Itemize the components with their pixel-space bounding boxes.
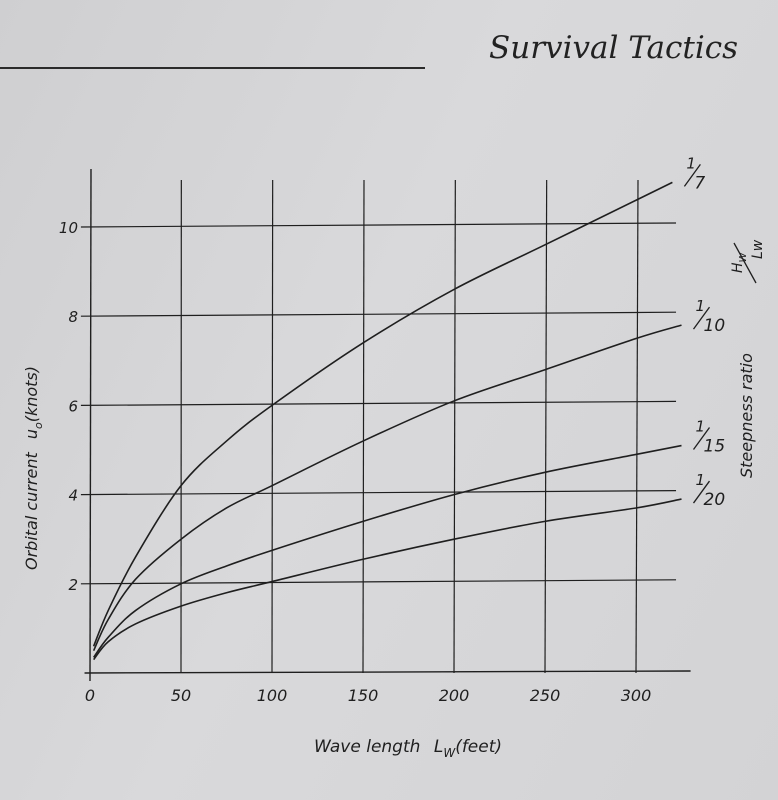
y-axis-label: Orbital current uo(knots) xyxy=(22,366,45,570)
grid-line-y xyxy=(80,490,677,496)
y-tick-label: 8 xyxy=(68,308,78,326)
grid-line-x xyxy=(362,179,365,674)
curve-label-denominator: 10 xyxy=(704,316,726,336)
tick-labels: 0 50 100 150 200 250 300 2 4 6 8 10 xyxy=(59,219,651,705)
curve-label-numerator: 1 xyxy=(696,471,706,489)
curve-label-denominator: 20 xyxy=(704,490,726,510)
curve-label-1-7: 17 xyxy=(683,154,705,193)
right-axis-label: Steepness ratio xyxy=(737,353,756,478)
curve-label-slash xyxy=(683,164,701,187)
y-tick-label: 6 xyxy=(68,397,78,415)
x-tick-label: 150 xyxy=(348,686,379,705)
curve-label-1-20: 120 xyxy=(692,471,726,510)
svg-text:Lw: Lw xyxy=(750,239,766,259)
header-rule xyxy=(0,67,425,69)
grid-line-x xyxy=(635,179,639,674)
curve-label-numerator: 1 xyxy=(696,297,706,315)
y-tick-label: 10 xyxy=(59,219,78,237)
x-tick-label: 250 xyxy=(530,686,561,705)
running-head: Survival Tactics xyxy=(489,30,738,66)
svg-text:HW: HW xyxy=(730,251,749,273)
axes xyxy=(84,169,691,682)
grid-line-x xyxy=(544,179,548,674)
y-axis-line xyxy=(89,169,92,682)
x-axis-line xyxy=(84,670,691,674)
curve-label-slash xyxy=(692,306,711,330)
curve-20 xyxy=(93,498,682,661)
x-tick-label: 200 xyxy=(439,686,470,705)
grid xyxy=(80,179,677,674)
x-tick-label: 300 xyxy=(621,686,652,705)
curve-10 xyxy=(92,324,682,652)
curve-7 xyxy=(92,181,673,647)
curve-15 xyxy=(92,444,682,658)
curve-label-denominator: 7 xyxy=(694,173,705,193)
x-tick-label: 50 xyxy=(171,686,191,705)
x-tick-label: 100 xyxy=(257,686,288,705)
curve-label-slash xyxy=(692,480,711,504)
grid-line-y xyxy=(80,579,677,585)
y-tick-label: 4 xyxy=(68,487,78,505)
grid-line-x xyxy=(453,179,456,674)
steepness-ratio-fraction: HW Lw xyxy=(730,239,766,284)
x-tick-label: 0 xyxy=(85,686,95,705)
curve-label-denominator: 15 xyxy=(704,437,726,457)
grid-line-x xyxy=(271,179,274,674)
curve-label-1-15: 115 xyxy=(692,418,726,457)
grid-line-y xyxy=(80,400,677,406)
curve-label-numerator: 1 xyxy=(696,418,706,436)
grid-line-y xyxy=(80,311,677,317)
x-axis-label: Wave length LW(feet) xyxy=(314,737,502,760)
y-tick-label: 2 xyxy=(68,576,78,594)
curve-label-slash xyxy=(692,427,711,450)
grid-line-y xyxy=(80,222,677,228)
curves xyxy=(92,181,682,661)
curve-label-numerator: 1 xyxy=(686,154,696,172)
curve-label-1-10: 110 xyxy=(692,297,726,336)
